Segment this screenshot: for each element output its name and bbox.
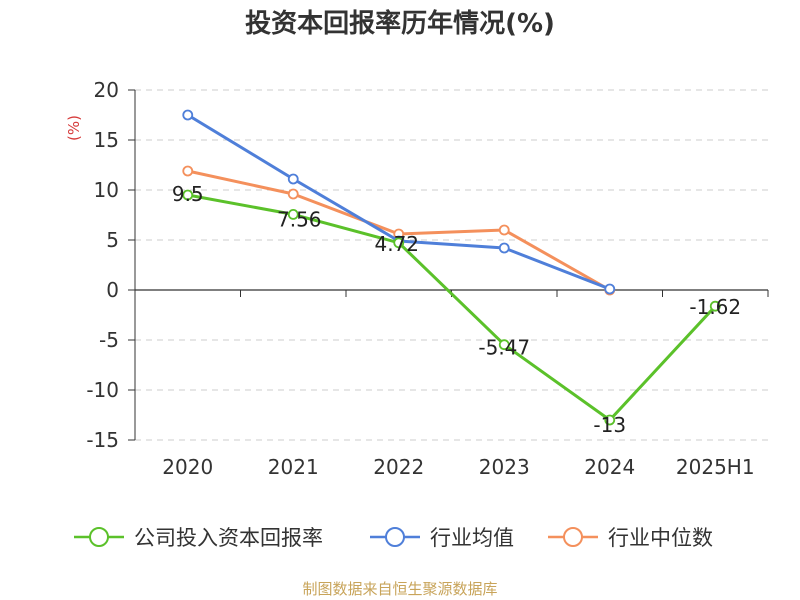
data-point — [498, 339, 510, 351]
y-tick-label: 20 — [94, 78, 119, 102]
x-tick-label: 2021 — [268, 455, 319, 479]
legend-label: 公司投入资本回报率 — [134, 526, 323, 550]
y-axis-unit-label: (%) — [65, 115, 83, 141]
legend-label: 行业中位数 — [608, 526, 713, 550]
source-note: 制图数据来自恒生聚源数据库 — [302, 580, 497, 598]
y-tick-label: 10 — [94, 178, 119, 202]
chart-title: 投资本回报率历年情况(%) — [245, 8, 555, 39]
data-label: -13 — [593, 413, 626, 437]
data-point — [709, 300, 721, 312]
series-line-1 — [187, 113, 611, 291]
legend: 公司投入资本回报率 行业均值 行业中位数 — [74, 526, 713, 550]
data-point — [182, 165, 194, 177]
series-layer — [182, 109, 721, 426]
legend-item-2: 行业中位数 — [548, 526, 713, 550]
data-label: 4.72 — [374, 232, 419, 256]
legend-item-1: 行业均值 — [370, 526, 514, 550]
legend-swatch-marker — [563, 527, 583, 547]
grid-layer — [135, 89, 768, 441]
x-tick-label: 2024 — [584, 455, 635, 479]
data-label-layer: 9.5 7.56 4.72 -5.47 -13 -1.62 — [172, 182, 741, 437]
legend-label: 行业均值 — [430, 526, 514, 550]
data-point — [287, 188, 299, 200]
x-tick-label: 2020 — [162, 455, 213, 479]
legend-swatch-marker — [385, 527, 405, 547]
legend-item-0: 公司投入资本回报率 — [74, 526, 323, 550]
y-tick-label: 15 — [94, 128, 119, 152]
data-point — [498, 242, 510, 254]
data-point — [393, 237, 405, 249]
axis-layer: 20 15 10 5 0 -5 -10 -15 2020 2021 2022 2023 2024 2025… — [86, 78, 769, 479]
legend-swatch-marker — [89, 527, 109, 547]
data-point — [604, 414, 616, 426]
y-tick-label: 5 — [106, 228, 119, 252]
data-point — [182, 189, 194, 201]
y-tick-label: -15 — [86, 428, 119, 452]
data-label: 9.5 — [172, 182, 204, 206]
series-line-0 — [187, 193, 717, 422]
data-label: 7.56 — [277, 207, 322, 231]
data-point — [287, 208, 299, 220]
data-point — [287, 173, 299, 185]
data-point — [498, 224, 510, 236]
data-point — [182, 109, 194, 121]
data-point — [604, 283, 616, 295]
data-label: -5.47 — [478, 336, 530, 360]
x-tick-label: 2025H1 — [676, 455, 755, 479]
y-tick-label: -5 — [99, 328, 119, 352]
x-tick-label: 2023 — [479, 455, 530, 479]
x-tick-label: 2022 — [373, 455, 424, 479]
y-tick-label: 0 — [106, 278, 119, 302]
data-label: -1.62 — [689, 295, 741, 319]
y-tick-label: -10 — [86, 378, 119, 402]
